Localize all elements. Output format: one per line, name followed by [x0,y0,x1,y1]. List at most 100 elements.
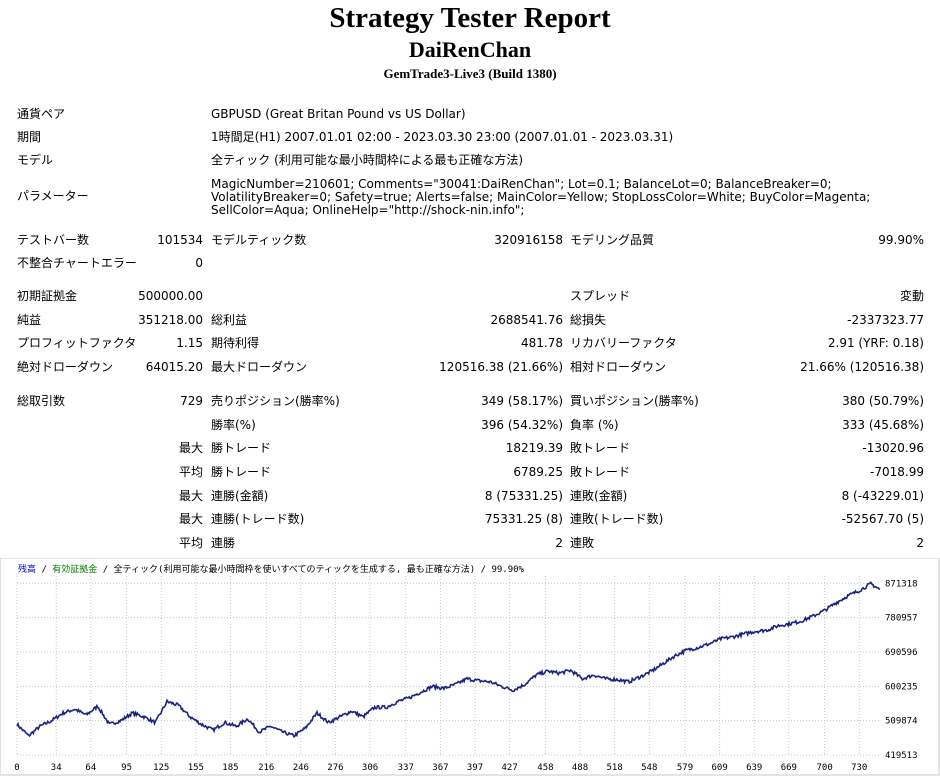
x-tick-label: 125 [153,763,169,773]
largest-win-label: 勝トレード [211,441,272,455]
consec-loss-money-label: 連敗(金額) [570,489,628,503]
y-tick-label: 871318 [885,579,918,589]
consec-loss-count-label: 連敗(トレード数) [570,512,664,526]
y-axis-ticks: 871318 780957 690596 600235 509874 419513 [885,579,918,761]
net-profit-label: 純益 [17,313,42,327]
chart-header-quality: 99.90% [491,565,524,575]
report-ea-name: DaiRenChan [408,37,532,62]
chart-frame [0,558,940,776]
x-tick-label: 700 [816,763,832,773]
x-tick-label: 0 [14,763,19,773]
abs-drawdown-value: 64015.20 [145,360,203,374]
win-rate-value: 396 (54.32%) [481,418,563,432]
x-tick-label: 609 [711,763,727,773]
consec-win-count-value: 75331.25 (8) [484,512,563,526]
max-consec-count-word: 最大 [178,512,203,526]
x-tick-label: 579 [677,763,693,773]
chart-header-desc: 全ティック(利用可能な最小時間枠を使いすべてのティックを生成する, 最も正確な方… [114,563,476,575]
long-positions-value: 380 (50.79%) [842,394,924,408]
gross-profit-label: 総利益 [211,313,248,327]
profit-factor-value: 1.15 [176,336,203,350]
short-positions-value: 349 (58.17%) [481,394,563,408]
balance-chart: 残高 / 有効証拠金 / 全ティック(利用可能な最小時間枠を使いすべてのティック… [0,558,940,776]
chart-header-sep-1: / [41,565,46,575]
y-tick-label: 690596 [885,648,918,658]
ticks-value: 320916158 [494,233,563,247]
model-label: モデル [17,153,54,167]
spread-label: スプレッド [570,289,631,303]
mismatch-value: 0 [195,256,203,270]
average-word: 平均 [178,465,203,479]
largest-win-value: 18219.39 [505,441,563,455]
largest-word: 最大 [178,441,203,455]
x-tick-label: 548 [641,763,657,773]
total-trades-label: 総取引数 [17,394,66,408]
x-tick-label: 730 [851,763,867,773]
symbol-value: GBPUSD (Great Britan Pound vs US Dollar) [211,107,466,121]
max-consec-money-word: 最大 [178,489,203,503]
x-tick-label: 337 [398,763,414,773]
y-tick-label: 419513 [885,751,918,761]
largest-loss-label: 敗トレード [570,441,631,455]
spread-value: 変動 [899,289,924,303]
x-tick-label: 397 [467,763,483,773]
x-tick-label: 246 [293,763,309,773]
x-tick-label: 639 [746,763,762,773]
x-tick-label: 427 [502,763,518,773]
consec-win-money-label: 連勝(金額) [211,489,269,503]
avg-consec-loss-value: 2 [916,536,924,550]
avg-consec-word: 平均 [178,536,203,550]
chart-lots-label: 有効証拠金 [52,563,97,575]
consec-win-money-value: 8 (75331.25) [484,489,563,503]
long-positions-label: 買いポジション(勝率%) [570,394,699,408]
x-tick-label: 95 [121,763,132,773]
ticks-label: モデルティック数 [211,233,307,247]
profit-factor-label: プロフィットファクタ [17,336,137,350]
bars-value: 101534 [157,233,203,247]
y-tick-label: 509874 [885,717,918,727]
rel-drawdown-value: 21.66% (120516.38) [800,360,924,374]
x-tick-label: 216 [258,763,274,773]
consec-loss-count-value: -52567.70 (5) [841,512,924,526]
largest-loss-value: -13020.96 [862,441,924,455]
period-value: 1時間足(H1) 2007.01.01 02:00 - 2023.03.30 2… [211,130,674,144]
chart-header: 残高 / 有効証拠金 / 全ティック(利用可能な最小時間枠を使いすべてのティック… [18,563,525,575]
avg-consec-win-value: 2 [555,536,563,550]
avg-loss-value: -7018.99 [870,465,924,479]
net-profit-value: 351218.00 [138,313,203,327]
chart-header-sep-3: / [481,565,486,575]
deposit-label: 初期証拠金 [17,289,78,303]
x-tick-label: 306 [362,763,378,773]
avg-loss-label: 敗トレード [570,465,631,479]
rel-drawdown-label: 相対ドローダウン [570,360,667,374]
params-value: MagicNumber=210601; Comments="30041:DaiR… [211,177,871,217]
mismatch-label: 不整合チャートエラー [17,256,137,270]
avg-win-label: 勝トレード [211,465,272,479]
expected-payoff-value: 481.78 [521,336,563,350]
x-axis-ticks: 0 34 64 95 125 155 185 216 246 276 306 337 367 397 427… [14,763,867,773]
consec-loss-money-value: 8 (-43229.01) [841,489,924,503]
gross-loss-label: 総損失 [570,313,607,327]
x-tick-label: 276 [327,763,343,773]
x-tick-label: 185 [222,763,238,773]
y-tick-label: 780957 [885,614,918,624]
total-trades-value: 729 [180,394,203,408]
recovery-factor-value: 2.91 (YRF: 0.18) [827,336,924,350]
max-drawdown-label: 最大ドローダウン [211,360,308,374]
model-value: 全ティック (利用可能な最小時間枠による最も正確な方法) [211,153,524,167]
quality-value: 99.90% [878,233,924,247]
period-label: 期間 [17,130,42,144]
max-drawdown-value: 120516.38 (21.66%) [439,360,563,374]
abs-drawdown-label: 絶対ドローダウン [17,360,114,374]
quality-label: モデリング品質 [570,233,655,247]
x-tick-label: 669 [781,763,797,773]
x-tick-label: 367 [432,763,448,773]
x-tick-label: 518 [607,763,623,773]
avg-win-value: 6789.25 [513,465,563,479]
avg-consec-win-label: 連勝 [211,536,236,550]
loss-rate-label: 負率 (%) [570,418,619,432]
gross-profit-value: 2688541.76 [490,313,563,327]
avg-consec-loss-label: 連敗 [570,536,595,550]
x-tick-label: 458 [537,763,553,773]
balance-line [16,581,881,739]
